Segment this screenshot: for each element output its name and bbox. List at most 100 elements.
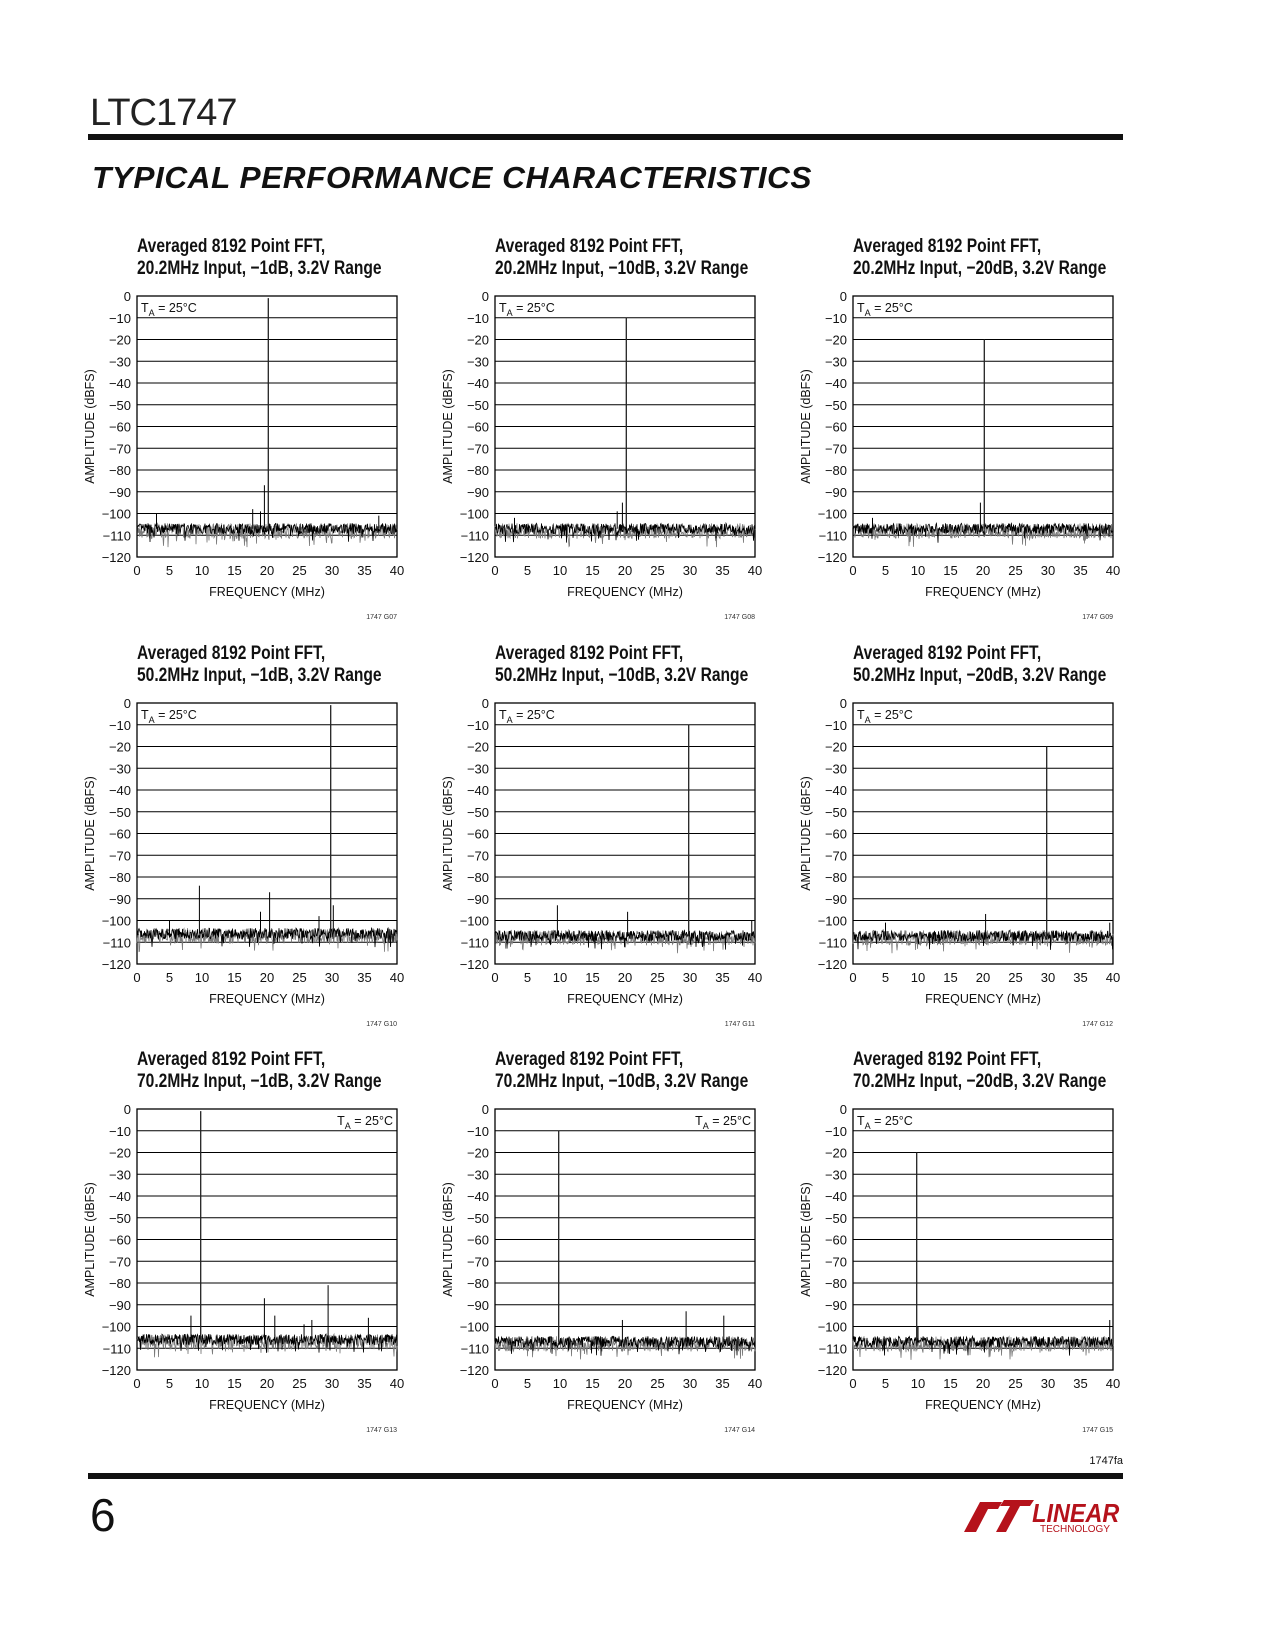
x-tick-label: 20 (260, 970, 274, 985)
footer-rule (88, 1473, 1123, 1479)
x-tick-label: 10 (911, 1376, 925, 1391)
y-axis-label: AMPLITUDE (dBFS) (799, 776, 813, 891)
y-tick-label: −30 (467, 1167, 489, 1182)
chart-title-line: 70.2MHz Input, −20dB, 3.2V Range (853, 1071, 1107, 1092)
y-tick-label: 0 (124, 696, 131, 711)
y-tick-label: −20 (825, 1146, 847, 1161)
annotation-subscript: A (865, 1121, 871, 1131)
x-tick-label: 0 (849, 1376, 856, 1391)
logo-text: LINEAR (1032, 1500, 1119, 1528)
y-tick-label: −90 (109, 485, 131, 500)
chart-title-line: 20.2MHz Input, −10dB, 3.2V Range (495, 258, 749, 279)
y-tick-label: −20 (467, 1146, 489, 1161)
part-number: LTC1747 (90, 92, 238, 134)
y-tick-label: −70 (467, 1254, 489, 1269)
y-tick-label: −110 (103, 1341, 131, 1356)
y-axis-label: AMPLITUDE (dBFS) (799, 1182, 813, 1297)
logo-subtext: TECHNOLOGY (1040, 1524, 1110, 1535)
y-tick-label: −80 (467, 463, 489, 478)
chart-title-line: Averaged 8192 Point FFT, (495, 236, 684, 257)
figure-id: 1747 G14 (724, 1427, 755, 1434)
x-axis-label: FREQUENCY (MHz) (209, 585, 325, 599)
x-tick-label: 10 (195, 563, 209, 578)
figure-id: 1747 G11 (725, 1021, 755, 1028)
y-tick-label: −30 (109, 1167, 131, 1182)
y-axis-label: AMPLITUDE (dBFS) (441, 369, 455, 484)
x-tick-label: 25 (650, 563, 664, 578)
y-tick-label: −40 (825, 376, 847, 391)
chart-title-line: Averaged 8192 Point FFT, (137, 1049, 326, 1070)
x-tick-label: 40 (1106, 970, 1120, 985)
y-tick-label: −50 (109, 1211, 131, 1226)
y-tick-label: −40 (825, 1189, 847, 1204)
y-axis-label: AMPLITUDE (dBFS) (83, 1182, 97, 1297)
figure-id: 1747 G13 (366, 1427, 397, 1434)
x-tick-label: 30 (1041, 1376, 1055, 1391)
x-tick-label: 5 (166, 563, 173, 578)
y-tick-label: −50 (825, 398, 847, 413)
x-tick-label: 15 (227, 563, 241, 578)
annotation-value: = 25°C (709, 1114, 751, 1128)
chart-title-line: 50.2MHz Input, −1dB, 3.2V Range (137, 665, 382, 686)
y-tick-label: −60 (825, 1233, 847, 1248)
y-tick-label: −60 (467, 827, 489, 842)
y-tick-label: −80 (109, 463, 131, 478)
y-axis-label: AMPLITUDE (dBFS) (441, 776, 455, 891)
annotation-t: T (499, 708, 507, 722)
y-tick-label: −110 (103, 935, 131, 950)
y-tick-label: −80 (467, 1276, 489, 1291)
y-tick-label: 0 (840, 1102, 847, 1117)
y-tick-label: −70 (467, 848, 489, 863)
x-tick-label: 0 (849, 970, 856, 985)
noise-trace (136, 926, 398, 948)
y-tick-label: −80 (109, 1276, 131, 1291)
noise-trace (494, 928, 756, 950)
fft-chart: 0 −10 −20 −30 −40 −50 −60 −70 −80 −90 −100 −110 −120… (441, 696, 762, 1028)
y-tick-label: −100 (460, 914, 489, 929)
annotation-subscript: A (345, 1121, 351, 1131)
y-tick-label: −20 (825, 333, 847, 348)
noise-trace (494, 521, 756, 543)
plot-frame (852, 295, 1114, 558)
y-tick-label: −20 (109, 740, 131, 755)
annotation-subscript: A (149, 715, 155, 725)
y-tick-label: −110 (461, 528, 489, 543)
annotation-t: T (499, 301, 507, 315)
x-tick-label: 0 (133, 563, 140, 578)
temperature-annotation: TA = 25°C (857, 301, 913, 318)
chart-title-line: Averaged 8192 Point FFT, (495, 1049, 684, 1070)
y-tick-label: −110 (819, 528, 847, 543)
noise-trace-secondary (136, 926, 398, 953)
x-axis-label: FREQUENCY (MHz) (209, 992, 325, 1006)
x-tick-label: 5 (524, 970, 531, 985)
figure-id: 1747 G09 (1082, 614, 1113, 621)
y-tick-label: −120 (818, 957, 847, 972)
y-tick-label: −50 (825, 1211, 847, 1226)
y-tick-label: 0 (124, 289, 131, 304)
x-tick-label: 25 (650, 1376, 664, 1391)
x-tick-label: 20 (260, 563, 274, 578)
noise-trace (852, 1334, 1114, 1356)
y-tick-label: −60 (109, 827, 131, 842)
y-tick-label: −10 (825, 718, 847, 733)
x-axis-label: FREQUENCY (MHz) (567, 992, 683, 1006)
annotation-t: T (857, 1114, 865, 1128)
fft-chart: 0 −10 −20 −30 −40 −50 −60 −70 −80 −90 −100 −110 −120… (441, 1102, 762, 1434)
x-tick-label: 40 (748, 563, 762, 578)
x-axis-label: FREQUENCY (MHz) (209, 1398, 325, 1412)
y-tick-label: 0 (840, 289, 847, 304)
x-tick-label: 35 (1073, 970, 1087, 985)
figure-id: 1747 G12 (1082, 1021, 1113, 1028)
y-tick-label: −60 (109, 420, 131, 435)
x-tick-label: 5 (882, 563, 889, 578)
x-tick-label: 40 (390, 970, 404, 985)
y-tick-label: −70 (825, 1254, 847, 1269)
noise-trace (136, 522, 398, 543)
chart-title-line: 20.2MHz Input, −1dB, 3.2V Range (137, 258, 382, 279)
x-tick-label: 30 (325, 563, 339, 578)
y-tick-label: −100 (818, 1320, 847, 1335)
annotation-subscript: A (149, 308, 155, 318)
y-tick-label: −90 (467, 485, 489, 500)
x-tick-label: 35 (715, 970, 729, 985)
x-tick-label: 30 (1041, 563, 1055, 578)
